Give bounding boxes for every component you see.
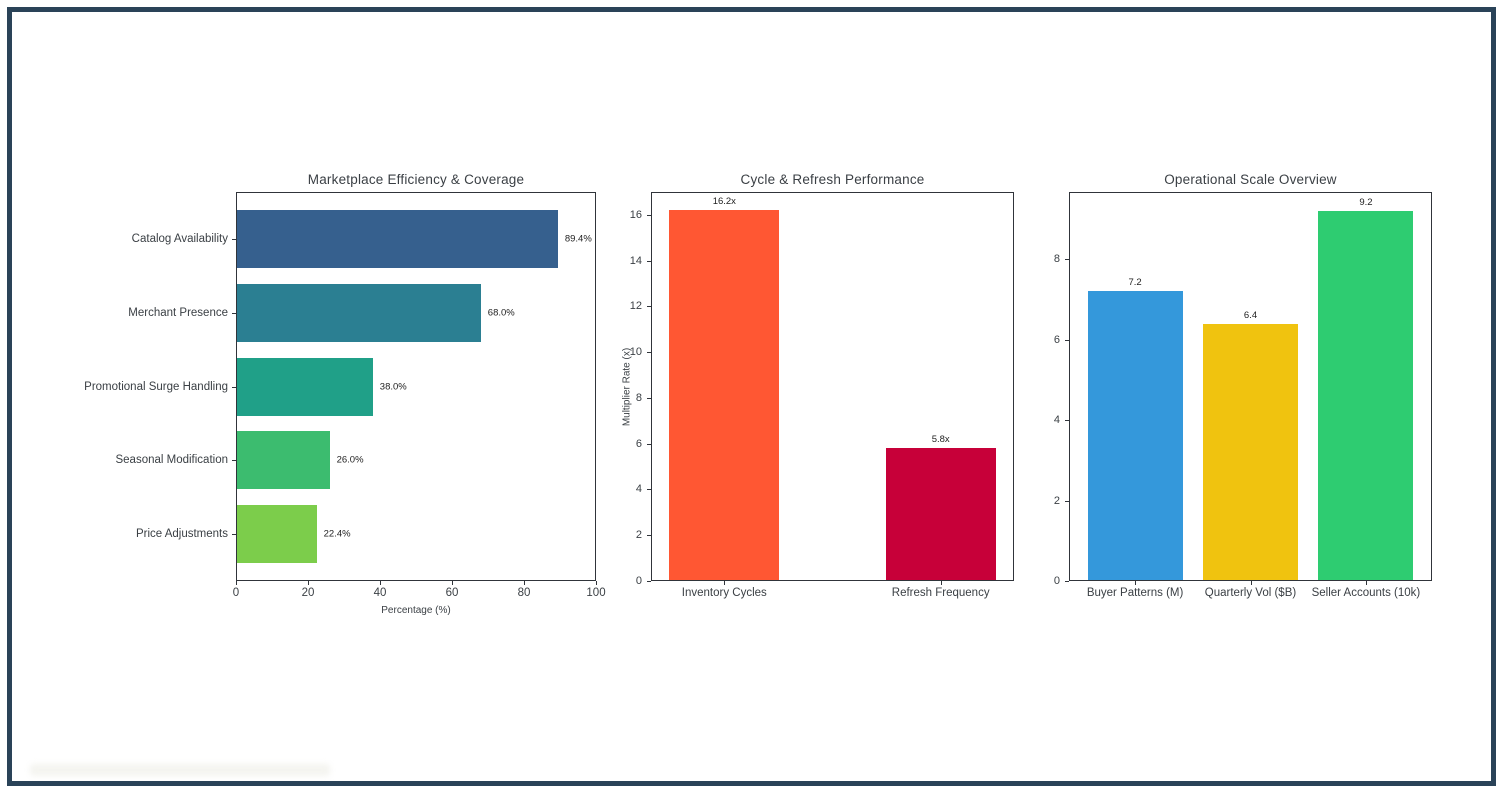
bar-operational-1 [1203,323,1298,581]
xtick-label-marketplace-5: 100 [586,587,606,599]
xtick-mark-marketplace-5 [596,581,597,585]
plot-area-cycle [651,192,1014,581]
value-label-operational-2: 9.2 [1359,196,1373,208]
chart-title-cycle: Cycle & Refresh Performance [740,172,925,187]
ytick-mark-cycle-4 [647,397,651,399]
bar-marketplace-3 [236,431,330,490]
xtick-mark-marketplace-4 [524,581,525,585]
ytick-label-operational-3: 6 [1053,333,1060,346]
xtick-label-marketplace-0: 0 [232,587,240,599]
ytick-label-operational-1: 2 [1053,494,1060,507]
xaxis-label-marketplace: Percentage (%) [381,605,451,616]
xtick-label-operational-0: Buyer Patterns (M) [1086,587,1184,599]
value-label-operational-0: 7.2 [1128,277,1142,289]
chart-title-operational: Operational Scale Overview [1164,172,1337,187]
xtick-label-marketplace-2: 40 [373,587,387,599]
value-label-marketplace-1: 68.0% [487,307,515,319]
ytick-mark-cycle-0 [647,581,651,582]
ytick-label-cycle-1: 2 [635,529,642,542]
value-label-cycle-0: 16.2x [712,196,736,208]
value-label-cycle-1: 5.8x [931,434,950,446]
ytick-label-operational-4: 8 [1053,253,1060,266]
xtick-label-marketplace-4: 80 [517,587,531,599]
xtick-mark-operational-2 [1365,581,1367,585]
ytick-mark-operational-0 [1065,581,1069,582]
value-label-operational-1: 6.4 [1243,309,1258,321]
xtick-mark-marketplace-3 [452,581,453,585]
ytick-label-operational-0: 0 [1053,575,1060,587]
xtick-mark-operational-0 [1135,581,1137,585]
value-label-marketplace-4: 22.4% [323,528,351,540]
xtick-mark-marketplace-2 [380,581,381,585]
bar-cycle-1 [885,448,996,581]
xtick-label-cycle-0: Inventory Cycles [681,587,767,599]
value-label-marketplace-3: 26.0% [336,454,364,466]
xtick-mark-marketplace-1 [308,581,309,585]
chart-title-marketplace: Marketplace Efficiency & Coverage [307,172,525,187]
value-label-marketplace-0: 89.4% [564,233,592,245]
ytick-mark-cycle-1 [647,535,651,537]
plot-area-operational [1069,192,1432,581]
xtick-label-operational-1: Quarterly Vol ($B) [1204,587,1297,599]
ytick-label-operational-2: 4 [1053,414,1060,427]
ytick-mark-cycle-7 [647,260,651,262]
ytick-mark-marketplace-0 [232,239,236,241]
ytick-mark-operational-2 [1065,420,1069,422]
ytick-label-cycle-3: 6 [635,437,642,450]
ytick-mark-marketplace-3 [232,460,236,462]
xtick-label-cycle-1: Refresh Frequency [891,587,990,599]
bar-operational-2 [1318,210,1414,581]
ytick-mark-operational-1 [1065,500,1069,502]
category-label-marketplace-4: Price Adjustments [135,527,228,540]
ytick-mark-cycle-2 [647,489,651,491]
ytick-label-cycle-7: 14 [629,254,642,267]
xtick-label-operational-2: Seller Accounts (10k) [1311,587,1421,599]
category-label-marketplace-1: Merchant Presence [128,306,228,319]
bar-marketplace-0 [236,210,558,269]
category-label-marketplace-0: Catalog Availability [131,233,228,246]
category-label-marketplace-3: Seasonal Modification [115,454,228,467]
xtick-mark-operational-1 [1250,581,1252,585]
ytick-mark-cycle-8 [647,214,651,216]
ytick-mark-cycle-5 [647,352,651,354]
ytick-mark-operational-4 [1065,259,1069,261]
plot-area-marketplace [236,192,596,581]
ytick-mark-cycle-6 [647,306,651,308]
ytick-label-cycle-6: 12 [629,300,642,313]
ytick-mark-cycle-3 [647,443,651,445]
bar-marketplace-4 [236,504,317,563]
ytick-mark-marketplace-1 [232,312,236,314]
ytick-label-cycle-0: 0 [635,575,642,587]
bar-operational-0 [1087,291,1183,581]
xtick-label-marketplace-3: 60 [445,587,459,599]
category-label-marketplace-2: Promotional Surge Handling [84,380,228,393]
bar-marketplace-2 [236,357,373,416]
ytick-label-cycle-4: 8 [635,391,642,404]
ytick-mark-marketplace-2 [232,386,236,388]
ytick-label-cycle-5: 10 [629,346,642,359]
ytick-mark-operational-3 [1065,339,1069,341]
xtick-label-marketplace-1: 20 [301,587,315,599]
blurred-watermark [30,764,330,776]
ytick-label-cycle-8: 16 [629,208,642,221]
ytick-mark-marketplace-4 [232,533,236,535]
xtick-mark-marketplace-0 [236,581,237,585]
xtick-mark-cycle-0 [724,581,726,585]
bar-marketplace-1 [236,283,481,342]
value-label-marketplace-2: 38.0% [379,381,407,392]
xtick-mark-cycle-1 [940,581,942,585]
bar-cycle-0 [669,210,780,581]
ytick-label-cycle-2: 4 [635,483,642,496]
